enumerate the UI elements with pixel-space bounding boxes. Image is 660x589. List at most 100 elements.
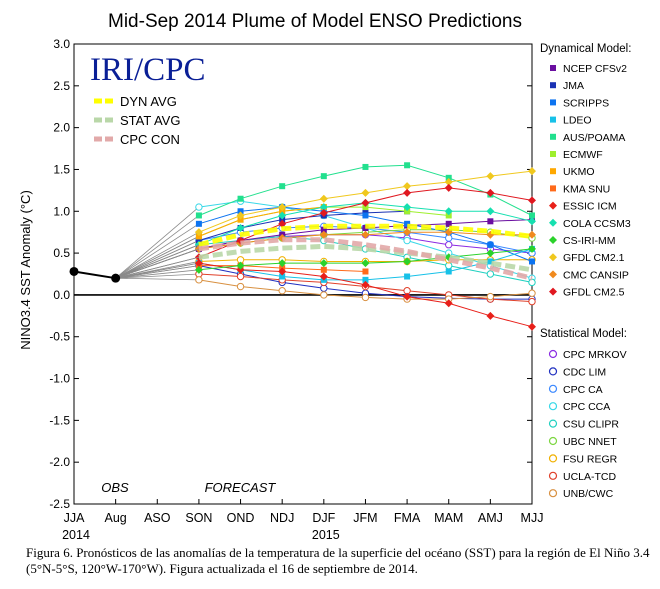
legend-marker xyxy=(548,384,558,393)
dyn-legend-item: LDEO xyxy=(550,115,592,127)
data-point xyxy=(528,297,536,306)
legend-marker xyxy=(548,349,558,359)
legend-marker xyxy=(548,471,558,480)
dyn-legend-item: KMA SNU xyxy=(550,183,610,195)
series-line xyxy=(198,206,324,237)
observed-line xyxy=(73,270,116,280)
data-point xyxy=(320,291,328,299)
data-point xyxy=(528,278,536,287)
data-point xyxy=(236,261,245,270)
legend-label: LDEO xyxy=(563,115,592,127)
data-point xyxy=(319,194,328,203)
data-point xyxy=(404,220,411,227)
legend-marker xyxy=(550,133,556,140)
logo: IRI/CPC xyxy=(90,52,206,88)
avg-line xyxy=(198,223,533,248)
data-point xyxy=(403,203,412,212)
data-point xyxy=(487,241,494,248)
obs-connector xyxy=(115,244,200,279)
legend-marker xyxy=(550,82,556,89)
dyn-legend-item: ESSIC ICM xyxy=(549,201,617,213)
data-point xyxy=(362,276,369,283)
data-point xyxy=(319,272,328,281)
legend-marker xyxy=(548,419,558,428)
data-point xyxy=(236,272,245,281)
legend-marker xyxy=(549,253,557,262)
legend-label: UCLA-TCD xyxy=(563,471,617,483)
data-point xyxy=(444,299,453,308)
data-point xyxy=(278,267,287,276)
statistical-legend-header: Statistical Model: xyxy=(540,328,627,340)
data-point xyxy=(362,268,369,275)
data-point xyxy=(237,195,244,202)
legend-marker xyxy=(550,185,556,192)
dyn-legend-item: JMA xyxy=(550,80,584,92)
legend-label: FSU REGR xyxy=(563,453,618,465)
data-point xyxy=(361,230,370,239)
obs-connector xyxy=(115,206,200,279)
avg-legend-item: STAT AVG xyxy=(94,113,180,128)
data-point xyxy=(361,259,370,268)
data-point xyxy=(445,241,453,249)
data-point xyxy=(194,265,203,274)
data-point xyxy=(237,216,244,223)
y-tick-label: 2.5 xyxy=(53,79,70,93)
legend-label: ECMWF xyxy=(563,149,603,161)
data-point xyxy=(445,220,452,227)
x-tick-label: NDJ xyxy=(270,511,294,525)
legend-label: AUS/POAMA xyxy=(563,132,625,144)
data-point xyxy=(403,228,412,237)
data-point xyxy=(279,183,286,190)
stat-legend-item: CPC CCA xyxy=(548,401,610,413)
legend-marker xyxy=(548,489,558,498)
dyn-legend-item: SCRIPPS xyxy=(550,97,609,109)
legend-marker xyxy=(550,99,556,106)
legend-marker xyxy=(549,236,557,244)
data-point xyxy=(361,198,370,207)
x-tick-label: SON xyxy=(185,511,212,525)
legend-marker xyxy=(549,270,557,279)
dyn-legend-item: AUS/POAMA xyxy=(550,132,625,144)
dyn-legend-item: NCEP CFSv2 xyxy=(550,63,627,75)
data-point xyxy=(361,293,370,302)
x-tick-label: AMJ xyxy=(478,511,503,525)
data-point xyxy=(486,292,495,301)
observed-point xyxy=(69,266,79,276)
y-tick-label: -2.0 xyxy=(49,455,70,469)
legend-marker xyxy=(549,218,557,227)
legend-label: CS-IRI-MM xyxy=(563,235,616,247)
data-point xyxy=(403,257,412,266)
avg-line xyxy=(198,237,533,281)
data-point xyxy=(194,259,203,268)
legend-marker xyxy=(550,151,556,157)
legend-label: NCEP CFSv2 xyxy=(563,63,627,75)
data-point xyxy=(486,188,495,197)
data-point xyxy=(528,244,536,253)
enso-plume-chart: Mid-Sep 2014 Plume of Model ENSO Predict… xyxy=(18,11,631,542)
data-point xyxy=(529,212,535,219)
y-tick-label: 2.0 xyxy=(53,121,70,135)
legend-marker xyxy=(548,454,558,463)
series-ukmo xyxy=(115,204,327,279)
series-cpc-con xyxy=(115,237,533,281)
data-point xyxy=(487,218,494,225)
data-point xyxy=(528,230,536,239)
legend-label: UKMO xyxy=(563,166,595,178)
data-point xyxy=(278,219,287,228)
data-point xyxy=(403,236,411,245)
avg-legend-label: STAT AVG xyxy=(120,113,180,128)
obs-connector xyxy=(115,236,200,279)
legend-label: SCRIPPS xyxy=(563,97,609,109)
data-point xyxy=(278,259,287,268)
figure-caption: Figura 6. Pronósticos de las anomalías d… xyxy=(26,545,650,576)
dyn-legend-item: COLA CCSM3 xyxy=(549,218,631,230)
data-point xyxy=(236,282,245,291)
x-tick-label: ASO xyxy=(144,511,171,525)
legend-label: CPC CA xyxy=(563,384,603,396)
obs-connector xyxy=(115,240,200,279)
data-point xyxy=(404,162,411,169)
data-point xyxy=(444,178,453,186)
stat-legend-item: CPC MRKOV xyxy=(548,349,627,361)
data-point xyxy=(195,220,202,227)
legend-marker xyxy=(549,201,557,210)
